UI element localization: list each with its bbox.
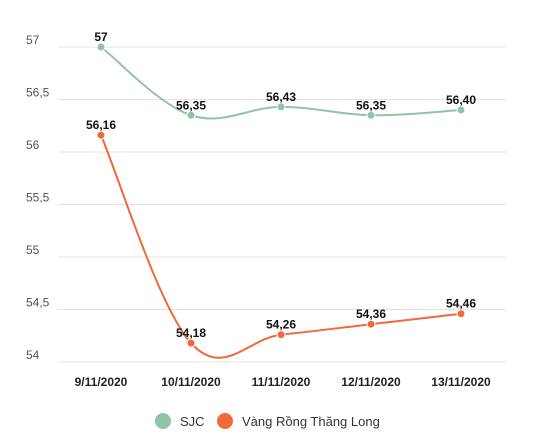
x-tick-label: 10/11/2020 xyxy=(161,375,221,389)
data-label: 54,46 xyxy=(446,297,476,311)
data-point[interactable] xyxy=(276,102,286,112)
data-label: 56,16 xyxy=(86,118,116,132)
data-label: 56,40 xyxy=(446,93,476,107)
y-tick-label: 54,5 xyxy=(26,296,50,310)
data-labels: 57 56,35 56,43 56,35 56,40 56,16 54,18 54,26 54,… xyxy=(86,30,476,340)
grid-lines xyxy=(58,46,506,363)
data-label: 54,18 xyxy=(176,326,206,340)
data-point[interactable] xyxy=(366,110,376,120)
data-label: 56,43 xyxy=(266,90,296,104)
y-tick-label: 57 xyxy=(26,33,40,47)
x-tick-label: 12/11/2020 xyxy=(341,375,401,389)
y-axis-ticks: 57 56,5 56 55,5 55 54,5 54 xyxy=(26,33,50,362)
data-point[interactable] xyxy=(186,338,196,348)
series-lines xyxy=(96,42,466,359)
legend-label[interactable]: Vàng Rồng Thăng Long xyxy=(242,414,380,429)
data-point[interactable] xyxy=(96,130,106,140)
y-tick-label: 54 xyxy=(26,348,40,362)
data-point[interactable] xyxy=(366,319,376,329)
data-label: 56,35 xyxy=(356,98,386,112)
data-label: 57 xyxy=(94,30,108,44)
legend-swatch[interactable] xyxy=(217,413,233,429)
data-label: 54,36 xyxy=(356,307,386,321)
data-point[interactable] xyxy=(456,105,466,115)
y-tick-label: 55 xyxy=(26,243,40,257)
data-point[interactable] xyxy=(456,309,466,319)
x-tick-label: 9/11/2020 xyxy=(75,375,128,389)
data-point[interactable] xyxy=(186,110,196,120)
y-tick-label: 56 xyxy=(26,138,40,152)
legend: SJC Vàng Rồng Thăng Long xyxy=(155,413,380,429)
legend-swatch[interactable] xyxy=(155,413,171,429)
legend-label[interactable]: SJC xyxy=(180,414,205,429)
y-tick-label: 56,5 xyxy=(26,86,50,100)
data-point[interactable] xyxy=(276,330,286,340)
x-tick-label: 13/11/2020 xyxy=(431,375,491,389)
data-label: 56,35 xyxy=(176,98,206,112)
data-label: 54,26 xyxy=(266,318,296,332)
series-line xyxy=(100,134,462,359)
data-point[interactable] xyxy=(96,42,106,52)
x-axis-ticks: 9/11/2020 10/11/2020 11/11/2020 12/11/2020 1… xyxy=(75,375,491,389)
y-tick-label: 55,5 xyxy=(26,191,50,205)
x-tick-label: 11/11/2020 xyxy=(252,375,311,389)
